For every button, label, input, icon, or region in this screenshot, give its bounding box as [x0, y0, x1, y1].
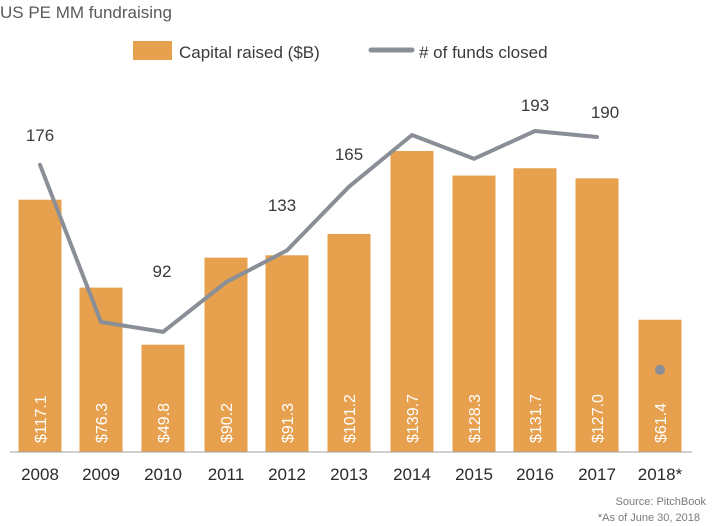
funds-line	[38, 129, 599, 334]
bar-2014	[390, 151, 434, 452]
bar-2016	[513, 168, 557, 452]
bar-value-label: $76.3	[94, 403, 111, 443]
x-axis: 2008 2009 2010 2011 2012 2013 2014 2015 2016 2017…	[10, 451, 692, 484]
legend-label-capital: Capital raised ($B)	[179, 43, 320, 62]
bar-value-label: $139.7	[405, 394, 422, 443]
bar-2018	[638, 319, 682, 452]
x-tick-label: 2011	[208, 465, 245, 484]
line-layer	[38, 129, 665, 375]
bar-value-label: $90.2	[219, 403, 236, 443]
legend: Capital raised ($B) # of funds closed	[133, 41, 548, 62]
funds-count-label: 97	[103, 263, 122, 282]
bar-2013	[327, 233, 371, 452]
legend-swatch-bar	[133, 41, 172, 60]
bar-2011	[204, 257, 248, 452]
bar-value-label: $101.2	[342, 394, 359, 443]
x-tick-label: 2014	[393, 465, 431, 484]
chart-title: US PE MM fundraising	[0, 3, 172, 22]
x-tick-label: 2009	[82, 465, 120, 484]
x-tick-label: 2017	[578, 465, 616, 484]
bar-value-label: $127.0	[590, 394, 607, 443]
funds-count-label: 117	[205, 219, 232, 238]
bar-2008	[18, 199, 62, 452]
source-note: Source: PitchBook	[616, 496, 707, 508]
x-tick-label: 2015	[455, 465, 493, 484]
bar-2012	[265, 255, 309, 452]
funds-count-label: 191	[398, 102, 426, 121]
funds-count-label: 92	[153, 262, 172, 281]
funds-point-2018	[655, 364, 665, 375]
funds-count-label: 165	[335, 145, 363, 164]
bar-2010	[141, 344, 185, 452]
labels-layer: $117.1 $76.3 $49.8 $90.2 $91.3 $101.2 $139.7 $1…	[26, 96, 670, 443]
bar-2017	[575, 178, 619, 452]
bar-value-label: $117.1	[33, 395, 50, 443]
as-of-note: *As of June 30, 2018	[598, 512, 700, 524]
x-tick-label: 2016	[516, 465, 554, 484]
bar-value-label: $91.3	[280, 403, 297, 443]
x-tick-label: 2010	[144, 465, 182, 484]
x-tick-label: 2012	[268, 465, 306, 484]
x-tick-label: 2018*	[638, 465, 683, 484]
x-tick-label: 2008	[21, 465, 59, 484]
bar-value-label: $131.7	[528, 394, 545, 443]
funds-count-label: 133	[268, 196, 296, 215]
funds-count-label: 193	[521, 96, 549, 115]
bar-value-label: $49.8	[156, 403, 173, 443]
x-tick-label: 2013	[330, 465, 368, 484]
funds-count-label: 190	[591, 103, 619, 122]
funds-count-label: 179	[460, 123, 488, 142]
bars-layer	[18, 151, 682, 453]
bar-2015	[452, 175, 496, 453]
funds-count-label: 176	[26, 126, 54, 145]
legend-label-funds: # of funds closed	[419, 43, 548, 62]
bar-value-label: $61.4	[653, 403, 670, 443]
bar-value-label: $128.3	[467, 394, 484, 443]
bar-2009	[79, 287, 123, 452]
funds-count-label: 73	[651, 298, 670, 317]
